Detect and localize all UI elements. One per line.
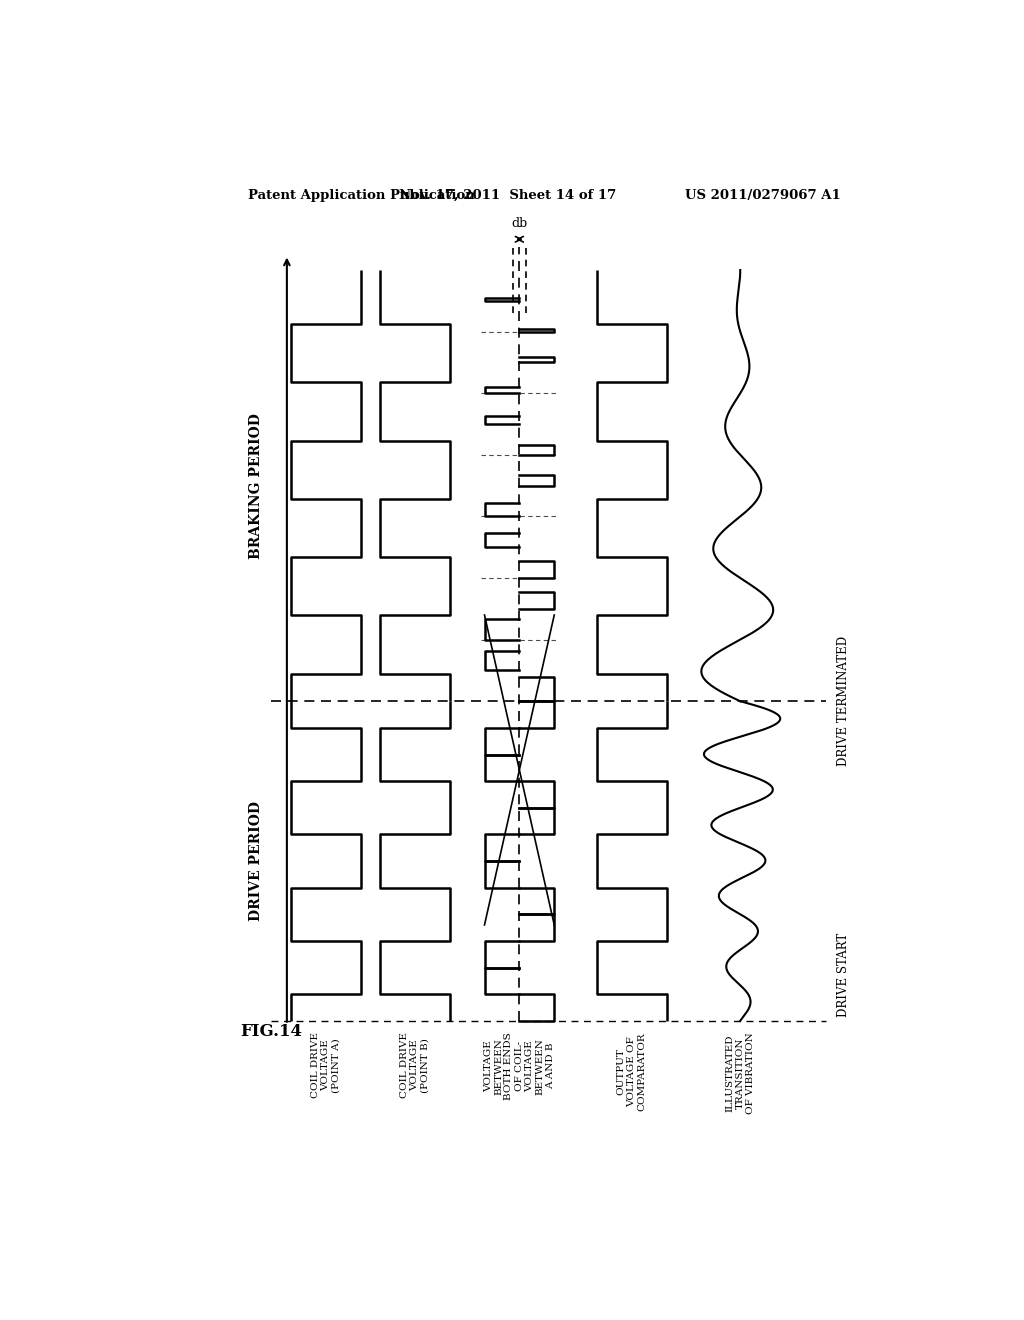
Text: DRIVE TERMINATED: DRIVE TERMINATED bbox=[838, 636, 850, 767]
Text: BRAKING PERIOD: BRAKING PERIOD bbox=[249, 413, 263, 558]
Text: Nov. 17, 2011  Sheet 14 of 17: Nov. 17, 2011 Sheet 14 of 17 bbox=[399, 189, 616, 202]
Text: COIL DRIVE
VOLTAGE
(POINT A): COIL DRIVE VOLTAGE (POINT A) bbox=[310, 1032, 341, 1098]
Text: DRIVE PERIOD: DRIVE PERIOD bbox=[249, 801, 263, 921]
Text: Patent Application Publication: Patent Application Publication bbox=[248, 189, 475, 202]
Text: US 2011/0279067 A1: US 2011/0279067 A1 bbox=[685, 189, 841, 202]
Text: OUTPUT
VOLTAGE OF
COMPARATOR: OUTPUT VOLTAGE OF COMPARATOR bbox=[616, 1032, 646, 1111]
Text: db: db bbox=[511, 216, 527, 230]
Text: FIG.14: FIG.14 bbox=[241, 1023, 302, 1040]
Text: DRIVE START: DRIVE START bbox=[838, 933, 850, 1016]
Text: COIL DRIVE
VOLTAGE
(POINT B): COIL DRIVE VOLTAGE (POINT B) bbox=[399, 1032, 430, 1098]
Text: ILLUSTRATED
TRANSITION
OF VIBRATION: ILLUSTRATED TRANSITION OF VIBRATION bbox=[725, 1032, 755, 1114]
Text: VOLTAGE
BETWEEN
BOTH ENDS
OF COIL-
VOLTAGE
BETWEEN
A AND B: VOLTAGE BETWEEN BOTH ENDS OF COIL- VOLTA… bbox=[483, 1032, 555, 1100]
